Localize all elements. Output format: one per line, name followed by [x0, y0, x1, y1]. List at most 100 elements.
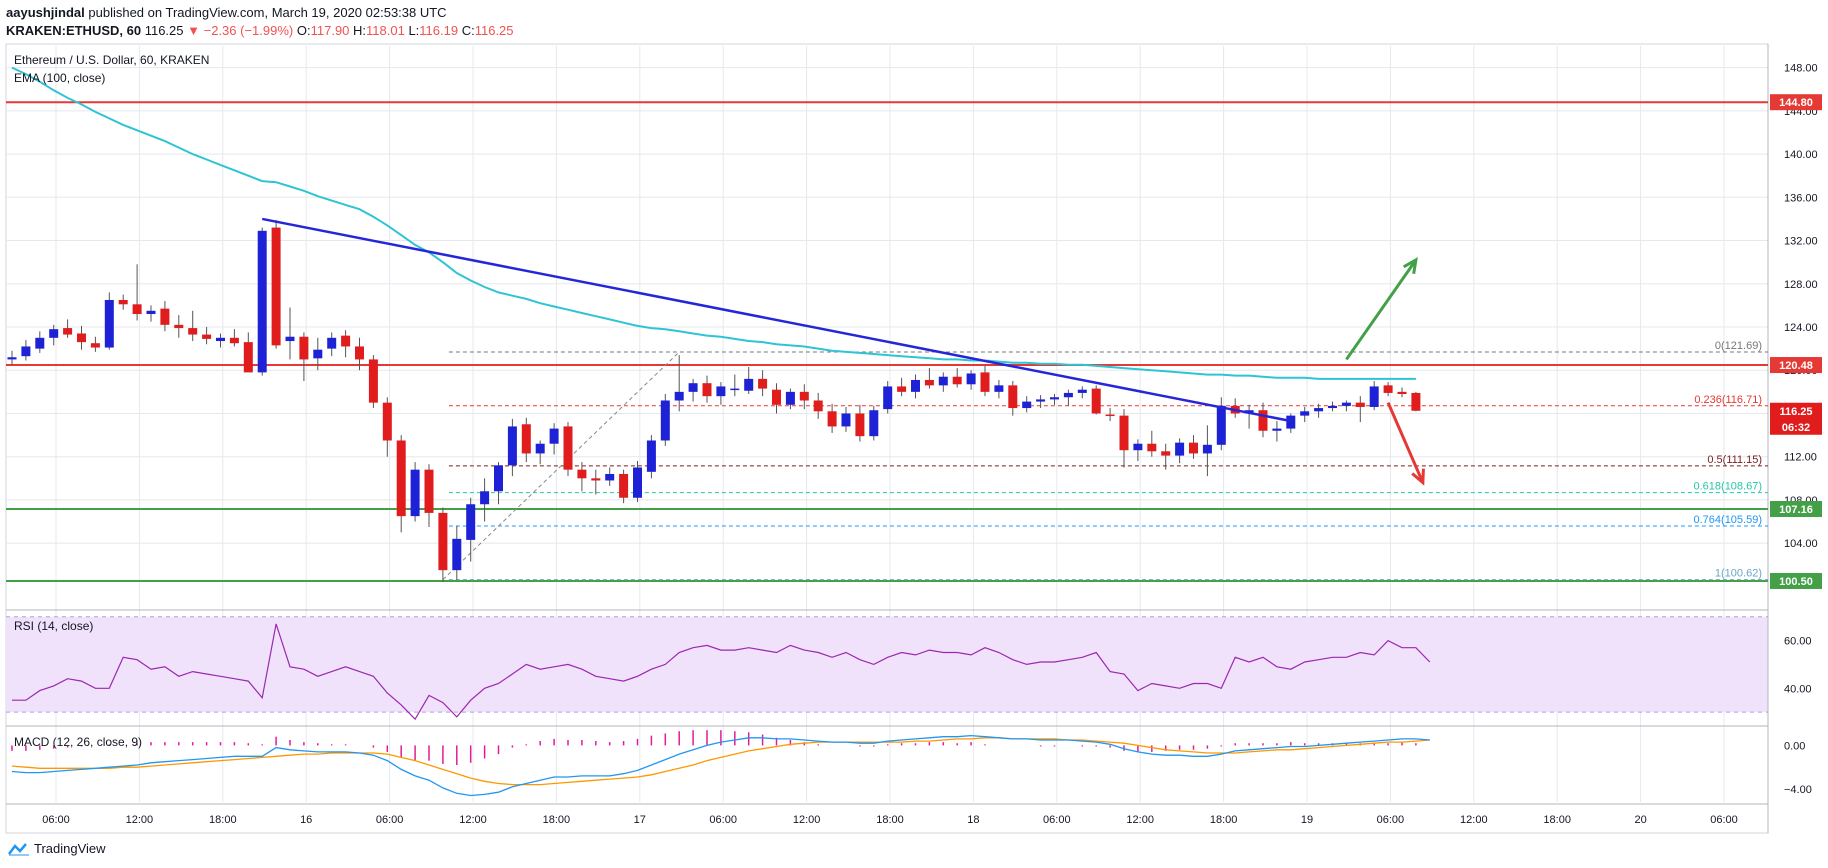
candle-body	[966, 373, 976, 385]
arrow	[1386, 402, 1425, 486]
ema-line-group	[11, 66, 1416, 380]
candle-body	[1175, 442, 1185, 456]
fib-level-label: 1(100.62)	[1715, 568, 1762, 580]
candle	[730, 374, 740, 397]
level-price-tag: 144.80	[1779, 97, 1813, 109]
candle	[549, 423, 559, 455]
rsi-tick-label: 60.00	[1784, 636, 1812, 648]
time-tick-label: 06:00	[376, 814, 404, 826]
candle	[1008, 381, 1018, 416]
candle-body	[1272, 428, 1282, 431]
candle	[702, 375, 712, 403]
candle	[1133, 439, 1143, 462]
candle	[174, 315, 184, 338]
candle-body	[911, 379, 920, 392]
candle-body	[382, 402, 392, 441]
price-tick-label: 148.00	[1784, 63, 1818, 75]
candle-body	[938, 376, 948, 386]
candle	[480, 478, 490, 522]
candle-body	[785, 391, 795, 405]
ticker-symbol: KRAKEN:ETHUSD, 60	[6, 23, 142, 38]
candle	[243, 332, 253, 373]
candle-body	[313, 349, 323, 359]
candle-body	[1216, 405, 1226, 445]
candle	[966, 370, 976, 390]
chart-title: Ethereum / U.S. Dollar, 60, KRAKEN	[14, 53, 209, 67]
candle-body	[1008, 385, 1018, 409]
rsi-band	[6, 616, 1768, 713]
fib-anchor-line	[442, 351, 680, 581]
price-tick-label: 132.00	[1784, 236, 1818, 248]
candle-body	[702, 383, 712, 397]
candle-body	[424, 469, 434, 513]
time-tick-label: 20	[1634, 814, 1646, 826]
candle-body	[674, 391, 684, 401]
arrows	[1345, 257, 1425, 486]
time-tick-label: 18:00	[1210, 814, 1238, 826]
candle	[49, 324, 59, 346]
candle	[494, 462, 503, 505]
candle-body	[174, 324, 184, 329]
candle-body	[396, 440, 406, 517]
candle	[1216, 397, 1226, 451]
author-name[interactable]: aayushjindal	[6, 5, 85, 20]
candle-body	[63, 328, 73, 335]
publish-info: published on TradingView.com, March 19, …	[88, 5, 447, 20]
candle	[1175, 438, 1185, 464]
candle-body	[1202, 444, 1212, 454]
candle	[313, 337, 323, 371]
candle	[382, 397, 392, 457]
candle	[758, 370, 768, 397]
candle-body	[118, 299, 128, 305]
candle	[1314, 403, 1324, 418]
candle-body	[327, 337, 337, 349]
candle-body	[188, 328, 198, 335]
candle-body	[521, 424, 531, 454]
publish-line: aayushjindal published on TradingView.co…	[6, 5, 447, 20]
candle	[744, 366, 754, 395]
macd-line	[11, 734, 1430, 797]
candle-body	[730, 388, 740, 391]
candle-body	[480, 491, 490, 505]
trendline-group	[261, 217, 1292, 423]
candle-body	[855, 413, 865, 437]
candle	[355, 337, 364, 371]
time-tick-label: 12:00	[1126, 814, 1154, 826]
time-axis[interactable]: 06:00 12:00 18:00 16 06:00 12:00 18:00 17 06:00 1…	[42, 814, 1738, 826]
candle	[438, 507, 448, 583]
candle-body	[494, 465, 503, 492]
candle-body	[410, 469, 420, 517]
candle-body	[243, 342, 253, 373]
arrow-head	[1411, 468, 1425, 486]
candle	[35, 331, 45, 353]
candle	[994, 379, 1004, 399]
candle-body	[1077, 389, 1087, 393]
candle	[591, 469, 601, 495]
time-tick-label: 12:00	[793, 814, 821, 826]
candle-body	[1369, 386, 1379, 407]
candle	[1147, 430, 1157, 457]
candle	[883, 381, 893, 414]
candle-body	[1286, 415, 1296, 429]
candle-body	[21, 346, 31, 357]
candle	[104, 292, 114, 350]
candle	[1022, 396, 1032, 413]
candle	[63, 319, 73, 338]
low-value: 116.19	[419, 23, 459, 38]
candle	[855, 404, 865, 442]
time-tick-label: 18:00	[543, 814, 571, 826]
ema-line	[11, 66, 1416, 380]
candle	[368, 355, 378, 409]
time-tick-label: 06:00	[1710, 814, 1738, 826]
bar-countdown: 06:32	[1782, 422, 1810, 434]
current-price-tag: 116.25	[1779, 406, 1812, 418]
candle	[1161, 443, 1171, 470]
candle-body	[897, 386, 907, 392]
level-price-tag-bg	[1770, 572, 1822, 589]
close-value: 116.25	[474, 23, 514, 38]
footer-brand[interactable]: TradingView	[8, 841, 106, 856]
candle-body	[1411, 392, 1421, 411]
candle	[452, 525, 462, 580]
tradingview-logo-icon	[8, 842, 29, 855]
